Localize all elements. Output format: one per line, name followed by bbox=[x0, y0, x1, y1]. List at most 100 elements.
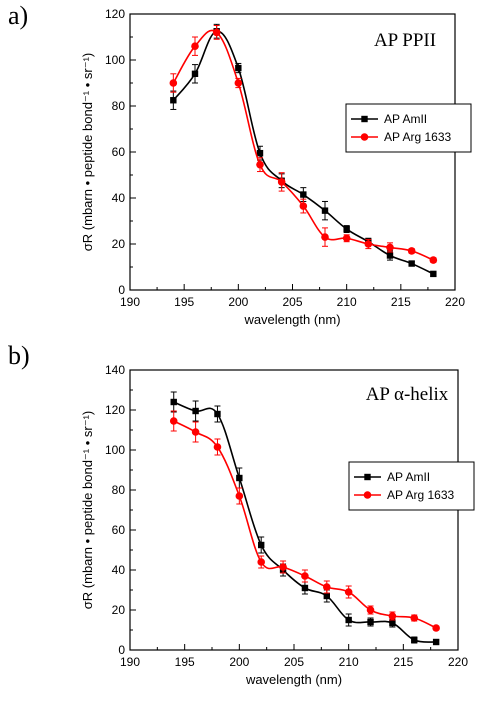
data-point bbox=[191, 42, 199, 50]
data-point bbox=[342, 234, 351, 243]
x-tick-label: 200 bbox=[229, 655, 249, 669]
data-point bbox=[386, 243, 394, 252]
data-point bbox=[236, 474, 243, 482]
series-2 bbox=[169, 25, 438, 264]
x-tick-label: 210 bbox=[339, 655, 359, 669]
x-tick-label: 195 bbox=[175, 655, 195, 669]
data-point bbox=[345, 616, 352, 624]
data-point bbox=[321, 233, 329, 241]
y-tick-label: 0 bbox=[118, 643, 125, 657]
y-tick-label: 80 bbox=[112, 483, 126, 497]
chart-title: AP α-helix bbox=[366, 384, 449, 405]
x-tick-label: 190 bbox=[120, 655, 140, 669]
series-1 bbox=[170, 391, 440, 646]
panel-label: b) bbox=[8, 341, 30, 370]
data-point bbox=[410, 614, 419, 622]
series-line bbox=[172, 30, 434, 275]
data-point bbox=[256, 160, 264, 169]
data-point bbox=[343, 225, 350, 233]
series-2 bbox=[169, 410, 440, 632]
data-point bbox=[407, 247, 416, 255]
chart-panel-1: a) AP PPII 190 195 200 205 210 215 220 0 20 40 60 80 1… bbox=[8, 1, 472, 327]
data-point bbox=[389, 619, 396, 627]
y-tick-label: 140 bbox=[105, 363, 125, 377]
data-point bbox=[235, 492, 244, 500]
legend-box bbox=[345, 103, 472, 153]
x-tick-label: 220 bbox=[445, 295, 465, 309]
series-line bbox=[173, 401, 437, 643]
legend-label: AP Arg 1633 bbox=[387, 488, 454, 502]
y-tick-label: 120 bbox=[105, 403, 125, 417]
data-point bbox=[408, 260, 415, 267]
data-point bbox=[170, 97, 177, 104]
data-point bbox=[191, 428, 200, 436]
x-tick-label: 215 bbox=[393, 655, 413, 669]
x-tick-label: 215 bbox=[391, 295, 411, 309]
chart-panel-2: b) AP α-helix 190 195 200 205 210 215 220 0 20 40 60… bbox=[8, 341, 475, 687]
data-point bbox=[235, 64, 242, 72]
y-tick-label: 40 bbox=[112, 191, 126, 205]
y-tick-label: 40 bbox=[112, 563, 126, 577]
data-point bbox=[321, 207, 329, 214]
panel-label: a) bbox=[8, 1, 28, 30]
x-axis-label: wavelength (nm) bbox=[245, 672, 342, 687]
x-tick-label: 200 bbox=[228, 295, 248, 309]
data-point bbox=[323, 583, 331, 591]
y-axis-label: σR (mbarn • peptide bond⁻¹ • sr⁻¹) bbox=[80, 53, 95, 251]
data-point bbox=[429, 256, 438, 264]
data-point bbox=[388, 612, 397, 620]
data-point bbox=[364, 240, 373, 248]
data-point bbox=[279, 563, 287, 571]
x-tick-label: 195 bbox=[174, 295, 194, 309]
y-tick-label: 120 bbox=[105, 7, 125, 21]
x-tick-label: 190 bbox=[120, 295, 140, 309]
legend-marker bbox=[360, 133, 369, 141]
data-point bbox=[344, 588, 353, 596]
legend-label: AP Arg 1633 bbox=[384, 130, 451, 144]
data-point bbox=[411, 636, 418, 644]
x-tick-label: 210 bbox=[337, 295, 357, 309]
data-point bbox=[367, 618, 374, 626]
x-tick-label: 205 bbox=[284, 655, 304, 669]
y-tick-label: 60 bbox=[112, 523, 126, 537]
x-tick-label: 205 bbox=[282, 295, 302, 309]
data-point bbox=[192, 407, 199, 415]
data-point bbox=[300, 191, 307, 198]
data-point bbox=[169, 79, 178, 87]
data-point bbox=[432, 638, 440, 646]
legend-marker bbox=[361, 115, 368, 123]
legend: AP AmII AP Arg 1633 bbox=[348, 461, 475, 511]
legend-label: AP AmII bbox=[384, 112, 427, 126]
data-point bbox=[301, 584, 309, 592]
data-point bbox=[323, 592, 330, 600]
data-point bbox=[257, 558, 266, 566]
data-point bbox=[234, 79, 243, 87]
data-point bbox=[430, 270, 437, 278]
data-point bbox=[191, 70, 199, 77]
x-tick-label: 220 bbox=[448, 655, 468, 669]
data-point bbox=[301, 572, 309, 580]
data-point bbox=[169, 417, 178, 425]
legend-marker bbox=[363, 491, 372, 499]
y-tick-label: 20 bbox=[112, 237, 126, 251]
data-point bbox=[214, 410, 221, 418]
data-point bbox=[432, 624, 440, 632]
y-tick-label: 20 bbox=[112, 603, 126, 617]
y-tick-label: 0 bbox=[118, 283, 125, 297]
x-axis-label: wavelength (nm) bbox=[243, 312, 340, 327]
data-point bbox=[170, 398, 177, 406]
y-tick-label: 100 bbox=[105, 53, 125, 67]
y-tick-label: 100 bbox=[105, 443, 125, 457]
data-point bbox=[366, 606, 375, 614]
data-point bbox=[299, 202, 308, 210]
data-point bbox=[386, 252, 394, 259]
y-axis-label: σR (mbarn • peptide bond⁻¹ • sr⁻¹) bbox=[80, 411, 95, 609]
y-tick-label: 80 bbox=[112, 99, 126, 113]
legend-label: AP AmII bbox=[387, 470, 430, 484]
legend: AP AmII AP Arg 1633 bbox=[345, 103, 472, 153]
chart-title: AP PPII bbox=[374, 30, 436, 51]
data-point bbox=[213, 443, 222, 451]
data-point bbox=[277, 178, 286, 186]
data-point bbox=[256, 149, 264, 157]
